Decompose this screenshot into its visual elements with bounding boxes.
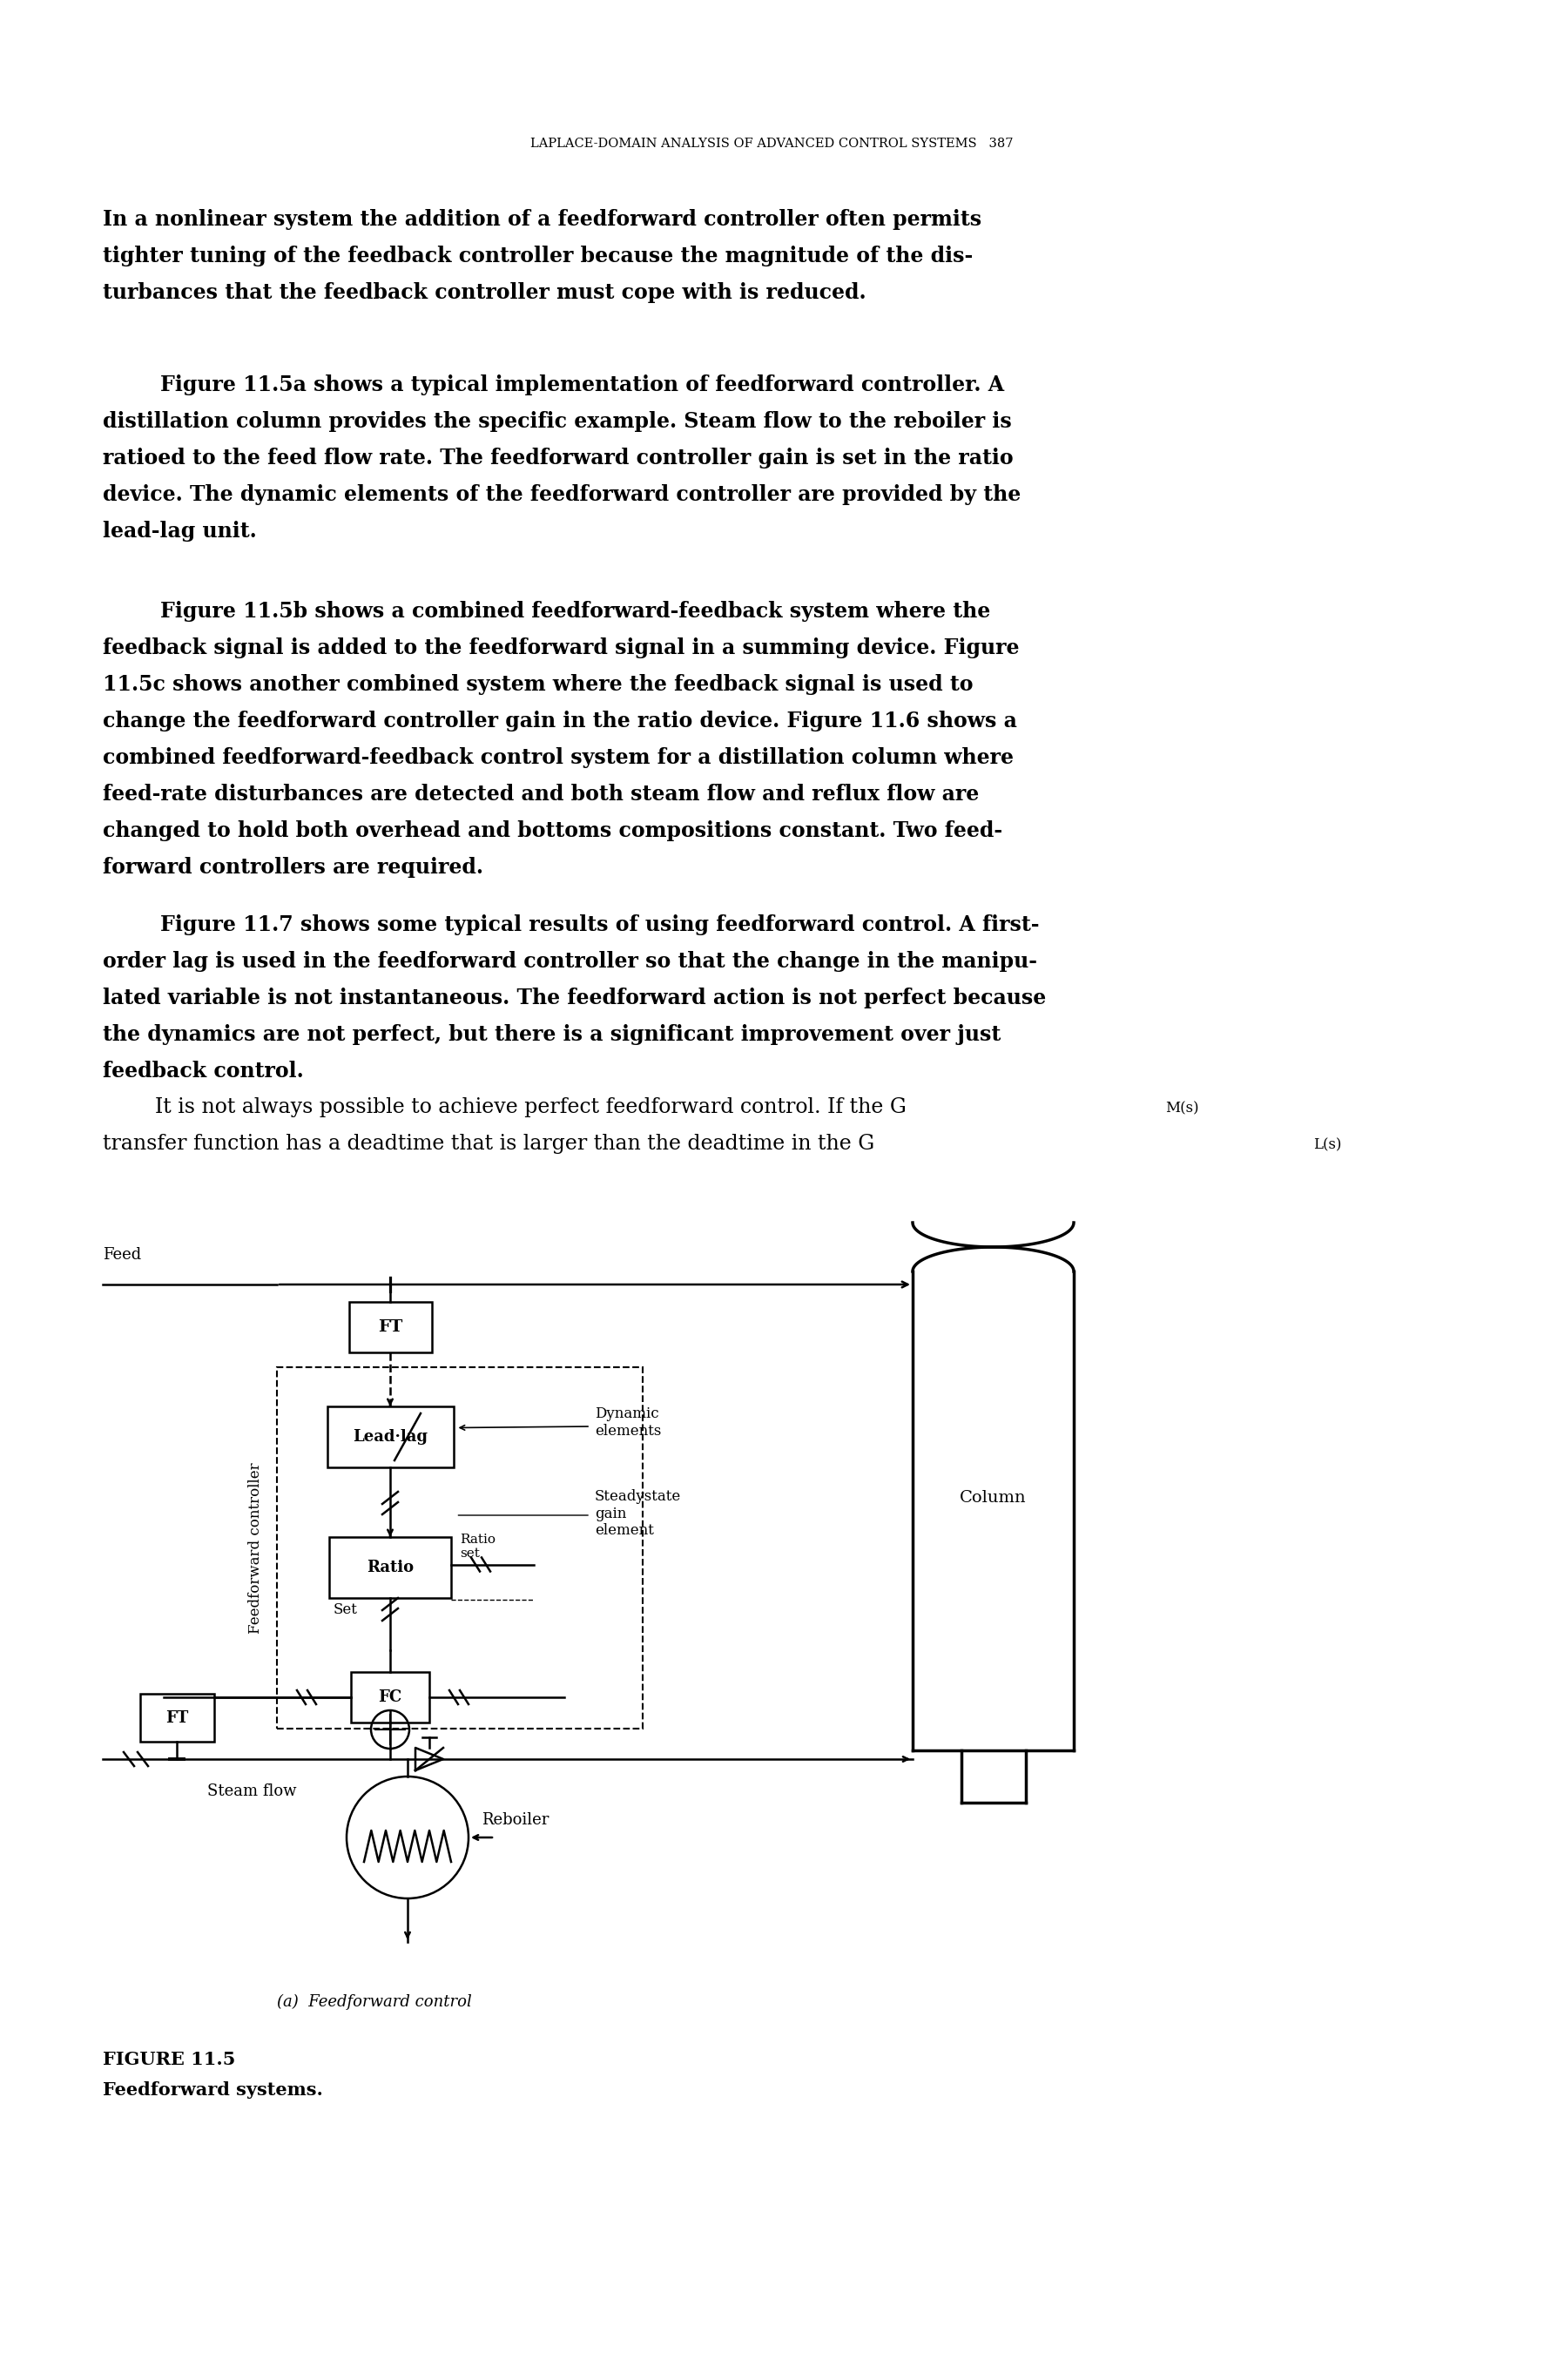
Text: distillation column provides the specific example. Steam flow to the reboiler is: distillation column provides the specifi…: [103, 412, 1011, 431]
Text: Steadystate
gain
element: Steadystate gain element: [594, 1490, 681, 1537]
FancyBboxPatch shape: [349, 1302, 431, 1352]
Text: feed-rate disturbances are detected and both steam flow and reflux flow are: feed-rate disturbances are detected and …: [103, 783, 979, 804]
FancyBboxPatch shape: [350, 1673, 429, 1723]
Text: tighter tuning of the feedback controller because the magnitude of the dis-: tighter tuning of the feedback controlle…: [103, 245, 973, 267]
Text: Dynamic
elements: Dynamic elements: [594, 1407, 661, 1438]
Text: Steam flow: Steam flow: [207, 1783, 296, 1799]
Text: In a nonlinear system the addition of a feedforward controller often permits: In a nonlinear system the addition of a …: [103, 209, 982, 231]
Text: Reboiler: Reboiler: [482, 1811, 550, 1828]
Text: Lead·lag: Lead·lag: [352, 1428, 428, 1445]
FancyBboxPatch shape: [327, 1407, 454, 1468]
Text: ratioed to the feed flow rate. The feedforward controller gain is set in the rat: ratioed to the feed flow rate. The feedf…: [103, 447, 1013, 469]
Text: FC: FC: [378, 1690, 401, 1704]
Text: lead-lag unit.: lead-lag unit.: [103, 521, 256, 543]
Text: change the feedforward controller gain in the ratio device. Figure 11.6 shows a: change the feedforward controller gain i…: [103, 712, 1017, 731]
Text: Feedforward controller: Feedforward controller: [247, 1461, 262, 1633]
Text: combined feedforward-feedback control system for a distillation column where: combined feedforward-feedback control sy…: [103, 747, 1014, 769]
Text: FT: FT: [378, 1319, 403, 1335]
Text: Figure 11.7 shows some typical results of using feedforward control. A first-: Figure 11.7 shows some typical results o…: [103, 914, 1039, 935]
Text: forward controllers are required.: forward controllers are required.: [103, 857, 483, 878]
Text: It is not always possible to achieve perfect feedforward control. If the G: It is not always possible to achieve per…: [103, 1097, 906, 1116]
Text: (a)  Feedforward control: (a) Feedforward control: [276, 1994, 472, 2011]
Text: Feedforward systems.: Feedforward systems.: [103, 2080, 323, 2099]
Text: FIGURE 11.5: FIGURE 11.5: [103, 2052, 235, 2068]
Text: M(s): M(s): [1166, 1100, 1198, 1116]
Text: turbances that the feedback controller must cope with is reduced.: turbances that the feedback controller m…: [103, 283, 866, 302]
Text: device. The dynamic elements of the feedforward controller are provided by the: device. The dynamic elements of the feed…: [103, 483, 1021, 505]
Text: order lag is used in the feedforward controller so that the change in the manipu: order lag is used in the feedforward con…: [103, 952, 1038, 971]
Text: LAPLACE-DOMAIN ANALYSIS OF ADVANCED CONTROL SYSTEMS   387: LAPLACE-DOMAIN ANALYSIS OF ADVANCED CONT…: [530, 138, 1013, 150]
Text: Set: Set: [334, 1602, 358, 1616]
Text: Ratio
set: Ratio set: [460, 1533, 496, 1561]
Text: lated variable is not instantaneous. The feedforward action is not perfect becau: lated variable is not instantaneous. The…: [103, 988, 1047, 1009]
Text: transfer function has a deadtime that is larger than the deadtime in the G: transfer function has a deadtime that is…: [103, 1133, 874, 1154]
Text: Figure 11.5b shows a combined feedforward-feedback system where the: Figure 11.5b shows a combined feedforwar…: [103, 600, 990, 621]
Text: 11.5c shows another combined system where the feedback signal is used to: 11.5c shows another combined system wher…: [103, 674, 973, 695]
FancyBboxPatch shape: [329, 1537, 451, 1597]
Text: the dynamics are not perfect, but there is a significant improvement over just: the dynamics are not perfect, but there …: [103, 1023, 1001, 1045]
Text: Feed: Feed: [103, 1247, 142, 1264]
Text: Ratio: Ratio: [366, 1559, 414, 1576]
Text: FT: FT: [165, 1709, 188, 1726]
Text: feedback control.: feedback control.: [103, 1061, 304, 1081]
Text: L(s): L(s): [1314, 1138, 1342, 1152]
Text: feedback signal is added to the feedforward signal in a summing device. Figure: feedback signal is added to the feedforw…: [103, 638, 1019, 659]
Text: Figure 11.5a shows a typical implementation of feedforward controller. A: Figure 11.5a shows a typical implementat…: [103, 374, 1004, 395]
FancyBboxPatch shape: [141, 1695, 213, 1742]
Text: changed to hold both overhead and bottoms compositions constant. Two feed-: changed to hold both overhead and bottom…: [103, 821, 1002, 840]
Text: Column: Column: [960, 1490, 1027, 1507]
